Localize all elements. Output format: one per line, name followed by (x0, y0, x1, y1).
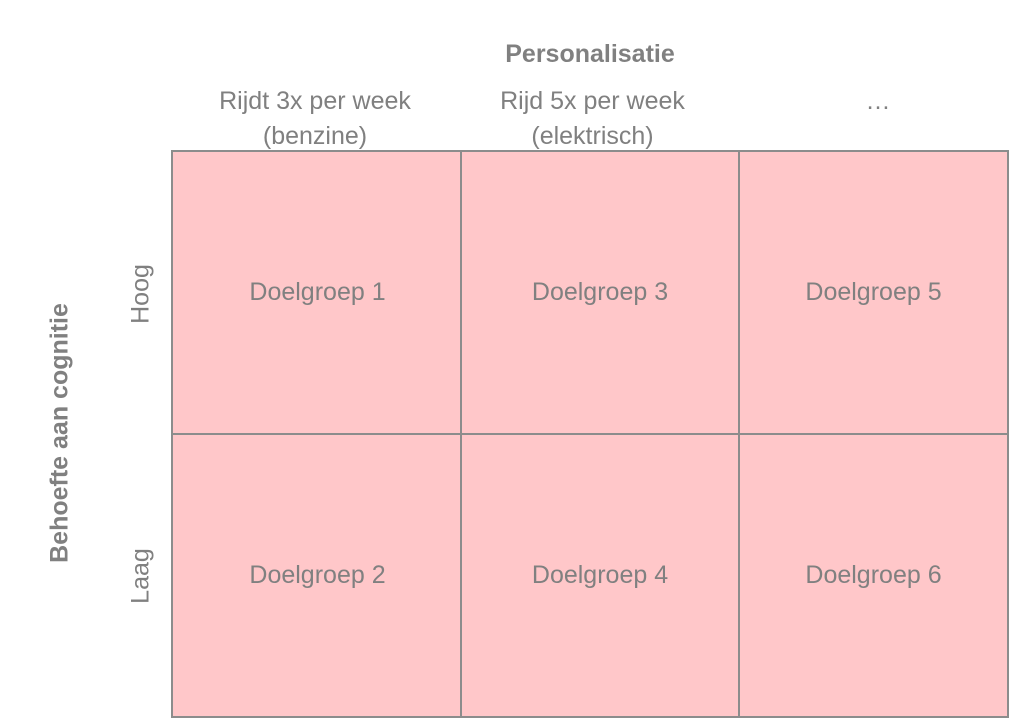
cell-doelgroep-2: Doelgroep 2 (249, 561, 386, 589)
column-header-2-line1: Rijd 5x per week (500, 87, 685, 115)
row-label-high: Hoog (126, 264, 155, 324)
row-label-low: Laag (126, 548, 155, 604)
cell-doelgroep-4: Doelgroep 4 (531, 561, 669, 589)
quadrant-grid: Doelgroep 1 Doelgroep 3 Doelgroep 5 Doel… (171, 150, 1009, 718)
column-header-3: … (738, 84, 1018, 119)
cell-doelgroep-3: Doelgroep 3 (531, 278, 669, 306)
column-header-2-line2: (elektrisch) (531, 122, 654, 150)
column-header-1-line2: (benzine) (262, 122, 368, 150)
y-axis-title: Behoefte aan cognitie (45, 303, 74, 563)
column-header-1-line1: Rijdt 3x per week (219, 87, 411, 115)
column-header-2: Rijd 5x per week (elektrisch) (460, 84, 725, 154)
x-axis-title: Personalisatie (505, 40, 675, 68)
column-header-1: Rijdt 3x per week (benzine) (170, 84, 460, 154)
column-header-3-line2: … (865, 87, 891, 115)
cell-doelgroep-6: Doelgroep 6 (805, 561, 942, 589)
cell-doelgroep-1: Doelgroep 1 (249, 278, 386, 306)
grid-divider-horizontal (173, 433, 1007, 435)
cell-doelgroep-5: Doelgroep 5 (805, 278, 942, 306)
